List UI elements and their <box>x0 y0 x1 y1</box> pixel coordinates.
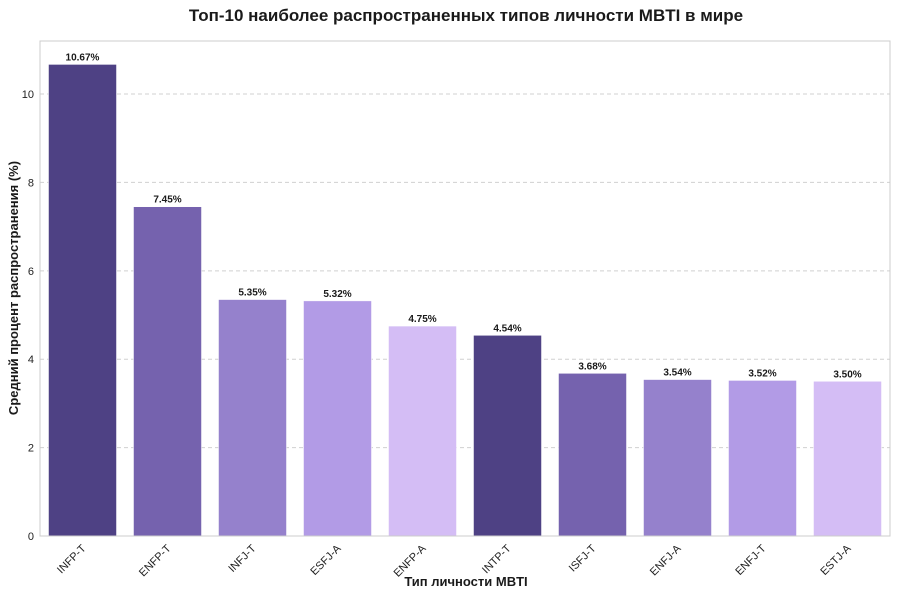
plot-frame <box>39 40 891 537</box>
y-tick-label: 4 <box>28 354 34 366</box>
bar-estj-a <box>813 381 882 537</box>
y-axis-label: Средний процент распространения (%) <box>6 161 21 415</box>
value-label: 3.50% <box>833 369 861 380</box>
y-tick-label: 8 <box>28 177 34 189</box>
value-label: 4.75% <box>408 314 436 325</box>
x-tick-label: ENFJ-A <box>648 542 684 578</box>
x-tick-label: ENFP-T <box>137 542 174 579</box>
value-label: 5.32% <box>323 289 351 300</box>
y-tick-label: 6 <box>28 266 34 278</box>
x-tick-label: INTP-T <box>480 542 514 576</box>
x-axis-label: Тип личности MBTI <box>404 574 527 589</box>
bar-enfp-t <box>133 206 202 537</box>
bar-enfj-a <box>643 379 712 537</box>
value-label: 3.68% <box>578 361 606 372</box>
value-label: 7.45% <box>153 195 181 206</box>
x-tick-label: ESFJ-A <box>308 542 344 578</box>
y-axis-ticks: 0 2 4 6 8 10 <box>22 89 34 543</box>
bar-esfj-a <box>303 300 372 537</box>
value-label: 3.52% <box>748 368 776 379</box>
bars <box>48 64 882 537</box>
x-tick-label: ENFJ-T <box>733 542 768 577</box>
bar-intp-t <box>473 335 542 537</box>
value-label: 10.67% <box>66 52 100 63</box>
value-label: 3.54% <box>663 368 691 379</box>
bar-enfp-a <box>388 325 457 537</box>
value-label: 5.35% <box>238 288 266 299</box>
bar-infp-t <box>48 64 117 537</box>
bar-enfj-t <box>728 380 797 537</box>
x-tick-label: ESTJ-A <box>818 542 854 578</box>
x-tick-label: ISFJ-T <box>567 542 599 574</box>
chart-title: Топ-10 наиболее распространенных типов л… <box>189 6 743 25</box>
y-tick-label: 2 <box>28 443 34 455</box>
y-tick-label: 10 <box>22 89 34 101</box>
bar-infj-t <box>218 299 287 537</box>
bar-isfj-t <box>558 373 627 537</box>
value-label: 4.54% <box>493 323 521 334</box>
x-tick-label: INFJ-T <box>226 542 258 574</box>
value-labels: 10.67% 7.45% 5.35% 5.32% 4.75% 4.54% 3.68% 3.54… <box>66 52 862 380</box>
x-tick-label: INFP-T <box>55 542 89 576</box>
y-tick-label: 0 <box>28 531 34 543</box>
